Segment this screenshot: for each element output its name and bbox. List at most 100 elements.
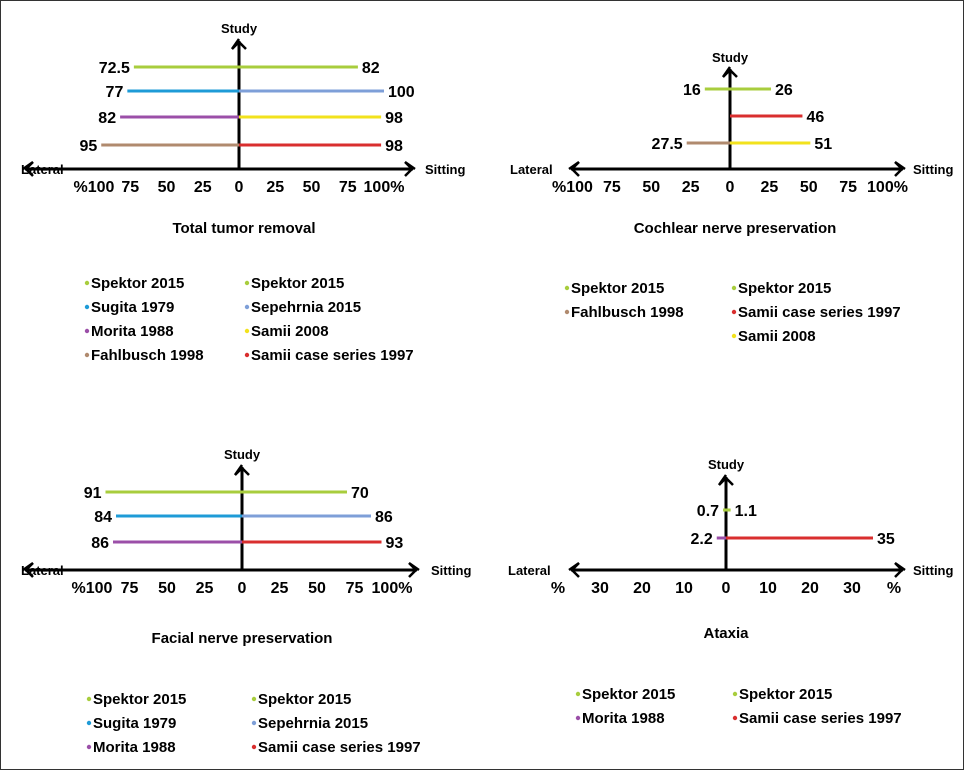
legend-label: Spektor 2015 — [251, 275, 344, 292]
legend-dot-icon — [244, 352, 250, 358]
legend-dot-icon — [244, 280, 250, 286]
legend-label: Spektor 2015 — [91, 275, 184, 292]
legend-label: Sugita 1979 — [93, 715, 176, 732]
axis-arrow-right-icon — [404, 160, 416, 177]
data-label: 82 — [362, 60, 380, 77]
tick-label: 75 — [839, 179, 857, 196]
vertical-axis-label: Study — [224, 447, 261, 462]
legend-label: Sepehrnia 2015 — [251, 299, 361, 316]
axis-arrow-left-icon — [568, 160, 580, 177]
vertical-axis-label: Study — [708, 457, 745, 472]
tick-label: 30 — [843, 580, 861, 597]
data-label: 91 — [84, 485, 102, 502]
tick-label: 100% — [372, 580, 413, 597]
axis-arrow-left-icon — [22, 160, 34, 177]
legend-dot-icon — [731, 309, 737, 315]
legend-label: Samii case series 1997 — [251, 347, 414, 364]
data-label: 51 — [814, 136, 832, 153]
data-label: 1.1 — [735, 503, 757, 520]
legend-label: Morita 1988 — [93, 739, 176, 756]
vertical-axis-label: Study — [712, 50, 749, 65]
legend-label: Samii case series 1997 — [739, 710, 902, 727]
tick-label: %100 — [552, 179, 593, 196]
legend-label: Fahlbusch 1998 — [91, 347, 204, 364]
tick-label: 0 — [722, 580, 731, 597]
data-label: 35 — [877, 531, 895, 548]
data-label: 77 — [106, 84, 124, 101]
right-direction-label: Sitting — [913, 563, 953, 578]
legend-dot-icon — [732, 715, 738, 721]
legend-label: Samii case series 1997 — [258, 739, 421, 756]
axis-arrow-right-icon — [408, 561, 420, 578]
axis-arrow-up-icon — [230, 38, 247, 50]
tick-label: 25 — [682, 179, 700, 196]
data-label: 98 — [385, 138, 403, 155]
data-label: 86 — [375, 509, 393, 526]
tick-label: 50 — [303, 179, 321, 196]
tick-label: 50 — [308, 580, 326, 597]
legend-dot-icon — [731, 285, 737, 291]
legend-label: Sugita 1979 — [91, 299, 174, 316]
axis-arrow-right-icon — [894, 160, 906, 177]
data-label: 26 — [775, 82, 793, 99]
legend-dot-icon — [84, 328, 90, 334]
legend-label: Morita 1988 — [582, 710, 665, 727]
data-label: 98 — [385, 110, 403, 127]
legend-label: Spektor 2015 — [739, 686, 832, 703]
legend-dot-icon — [86, 744, 92, 750]
tick-label: 0 — [726, 179, 735, 196]
right-direction-label: Sitting — [431, 563, 471, 578]
vertical-axis-label: Study — [221, 21, 258, 36]
data-label: 46 — [806, 109, 824, 126]
legend-dot-icon — [564, 309, 570, 315]
legend-label: Sepehrnia 2015 — [258, 715, 368, 732]
legend-label: Morita 1988 — [91, 323, 174, 340]
chart-panel-2: Study Lateral Sitting %100 75 50 25 0 25 50 75 100%… — [510, 50, 953, 345]
tick-label: 50 — [800, 179, 818, 196]
legend-label: Spektor 2015 — [738, 280, 831, 297]
tick-label: 10 — [675, 580, 693, 597]
legend-dot-icon — [84, 304, 90, 310]
data-label: 95 — [79, 138, 97, 155]
legend-dot-icon — [84, 352, 90, 358]
legend-label: Spektor 2015 — [93, 691, 186, 708]
chart-title: Ataxia — [703, 625, 749, 642]
tick-label: 25 — [760, 179, 778, 196]
legend-dot-icon — [732, 691, 738, 697]
data-label: 27.5 — [652, 136, 683, 153]
tick-label: %100 — [72, 580, 113, 597]
right-direction-label: Sitting — [913, 162, 953, 177]
data-label: 86 — [91, 535, 109, 552]
tick-label: 0 — [235, 179, 244, 196]
data-label: 72.5 — [99, 60, 130, 77]
tick-label: 50 — [642, 179, 660, 196]
tick-label: 25 — [271, 580, 289, 597]
legend-dot-icon — [86, 720, 92, 726]
tick-label: %100 — [74, 179, 115, 196]
left-direction-label: Lateral — [508, 563, 551, 578]
legend-label: Spektor 2015 — [571, 280, 664, 297]
legend-dot-icon — [84, 280, 90, 286]
tick-label: 10 — [759, 580, 777, 597]
data-label: 93 — [386, 535, 404, 552]
axis-arrow-up-icon — [233, 464, 250, 476]
legend-label: Spektor 2015 — [258, 691, 351, 708]
legend-dot-icon — [575, 691, 581, 697]
legend-dot-icon — [244, 304, 250, 310]
chart-title: Total tumor removal — [172, 220, 315, 237]
data-label: 84 — [94, 509, 112, 526]
right-direction-label: Sitting — [425, 162, 465, 177]
legend-dot-icon — [86, 696, 92, 702]
tick-label: 20 — [633, 580, 651, 597]
tick-label: 75 — [121, 179, 139, 196]
tick-label: 25 — [266, 179, 284, 196]
axis-arrow-left-icon — [568, 561, 580, 578]
legend-dot-icon — [731, 333, 737, 339]
chart-panel-1: Study Lateral Sitting %100 75 50 25 0 25 50 75 100%… — [21, 21, 465, 364]
legend-dot-icon — [564, 285, 570, 291]
axis-arrow-left-icon — [22, 561, 34, 578]
tick-label: 75 — [339, 179, 357, 196]
axis-arrow-right-icon — [894, 561, 906, 578]
legend-label: Samii case series 1997 — [738, 304, 901, 321]
